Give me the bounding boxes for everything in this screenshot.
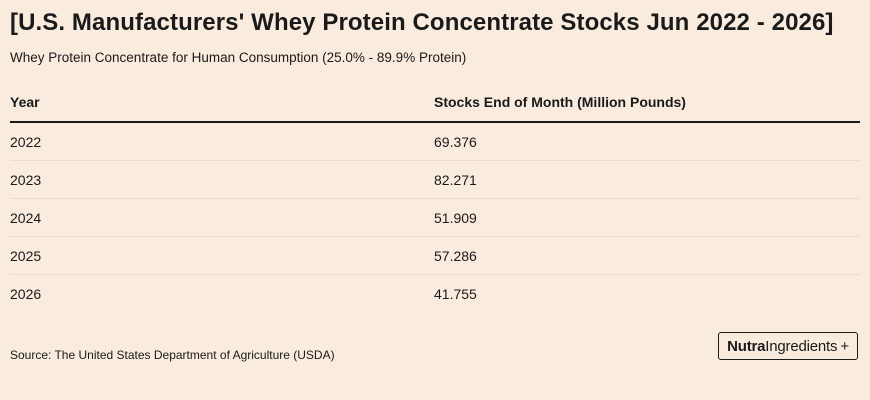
cell-stocks: 82.271 [434,172,477,188]
cell-stocks: 51.909 [434,210,477,226]
brand-logo[interactable]: Nutra Ingredients + [718,332,858,360]
table-row: 2022 69.376 [10,123,860,161]
chart-title: [U.S. Manufacturers' Whey Protein Concen… [10,9,834,36]
column-header-year: Year [10,94,40,110]
cell-stocks: 41.755 [434,286,477,302]
table-row: 2025 57.286 [10,237,860,275]
column-header-stocks: Stocks End of Month (Million Pounds) [434,94,686,110]
cell-stocks: 57.286 [434,248,477,264]
cell-year: 2024 [10,210,42,226]
table-row: 2023 82.271 [10,161,860,199]
table-row: 2024 51.909 [10,199,860,237]
logo-text-bold: Nutra [727,337,766,355]
chart-subtitle: Whey Protein Concentrate for Human Consu… [10,50,467,65]
cell-year: 2026 [10,286,42,302]
logo-text-regular: Ingredients [765,337,838,355]
cell-year: 2025 [10,248,42,264]
table-row: 2026 41.755 [10,275,860,312]
table-header: Year Stocks End of Month (Million Pounds… [10,84,860,123]
data-table: Year Stocks End of Month (Million Pounds… [10,84,860,312]
cell-stocks: 69.376 [434,134,477,150]
cell-year: 2023 [10,172,42,188]
cell-year: 2022 [10,134,42,150]
source-note: Source: The United States Department of … [10,348,335,362]
logo-plus: + [840,337,849,355]
